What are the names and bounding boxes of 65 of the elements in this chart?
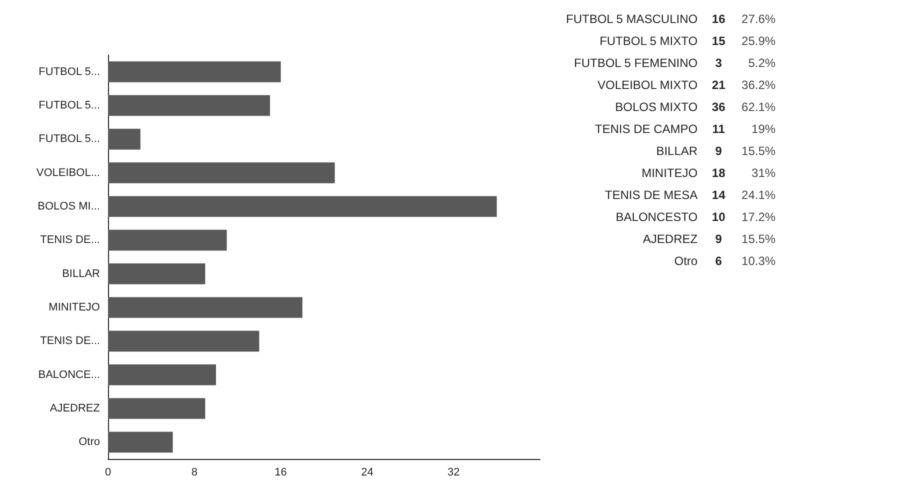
bar (108, 95, 270, 116)
data-label: 16 (710, 11, 726, 28)
category-label: BOLOS MIXTO (614, 99, 699, 116)
category-label: AJEDREZ (642, 231, 699, 248)
y-tick-label: FUTBOL 5... (38, 133, 100, 146)
category-label: FUTBOL 5 MASCULINO (565, 11, 699, 28)
bar (108, 432, 173, 453)
x-tick-label: 16 (274, 466, 287, 478)
data-label: 14 (710, 187, 726, 204)
bar (108, 61, 281, 82)
y-tick-label: FUTBOL 5... (38, 100, 100, 112)
y-tick-label: VOLEIBOL... (36, 166, 100, 179)
data-label: 11 (711, 121, 726, 138)
bar (108, 364, 216, 386)
category-label: BALONCESTO (614, 209, 699, 226)
data-label: 5.2% (747, 55, 777, 72)
data-label: 10.3% (740, 253, 777, 270)
bar (108, 263, 206, 284)
x-tick-label: 32 (447, 466, 460, 478)
y-tick-label: MINITEJO (48, 302, 100, 314)
x-tick-label: 24 (361, 466, 374, 478)
data-label: 15.5% (740, 143, 777, 160)
y-tick-label: BOLOS MI... (38, 200, 100, 212)
data-label: 62.1% (740, 99, 777, 116)
bar (108, 398, 206, 419)
data-label: 21 (710, 77, 726, 94)
y-tick-label: FUTBOL 5... (38, 66, 100, 78)
y-tick-label: TENIS DE... (40, 234, 100, 246)
data-label: 36 (710, 99, 726, 116)
y-tick-label: BALONCE... (38, 368, 100, 381)
data-label: 9 (714, 231, 723, 248)
y-tick-label: AJEDREZ (50, 402, 100, 414)
x-tick-label: 8 (191, 466, 198, 478)
bar (108, 162, 335, 184)
category-label: FUTBOL 5 FEMENINO (573, 55, 699, 72)
bar (108, 196, 497, 217)
x-tick-label: 0 (104, 466, 112, 478)
data-label: 15.5% (740, 231, 777, 248)
category-label: TENIS DE MESA (604, 187, 699, 204)
category-label: VOLEIBOL MIXTO (596, 77, 699, 94)
data-label: 25.9% (740, 33, 777, 50)
data-label: 17.2% (740, 209, 777, 226)
category-label: FUTBOL 5 MIXTO (598, 33, 699, 50)
data-label: 31% (750, 165, 777, 182)
data-label: 19% (750, 121, 777, 138)
y-tick-label: BILLAR (62, 268, 100, 280)
category-label: TENIS DE CAMPO (594, 121, 699, 138)
data-label: 3 (714, 55, 723, 72)
category-label: Otro (673, 253, 699, 270)
data-label: 24.1% (740, 187, 777, 204)
data-label: 9 (714, 143, 723, 160)
data-label: 6 (714, 253, 723, 270)
data-label: 27.6% (740, 11, 777, 28)
bar (108, 330, 260, 352)
y-tick-label: TENIS DE... (40, 335, 100, 348)
y-tick-label: Otro (78, 436, 100, 448)
data-label: 15 (710, 33, 726, 50)
category-label: MINITEJO (640, 165, 699, 182)
data-label: 18 (710, 165, 726, 182)
category-label: BILLAR (655, 143, 699, 160)
data-label: 10 (710, 209, 726, 226)
data-label: 36.2% (740, 77, 777, 94)
bar (108, 128, 140, 150)
bar (108, 297, 302, 318)
bar (108, 230, 227, 251)
